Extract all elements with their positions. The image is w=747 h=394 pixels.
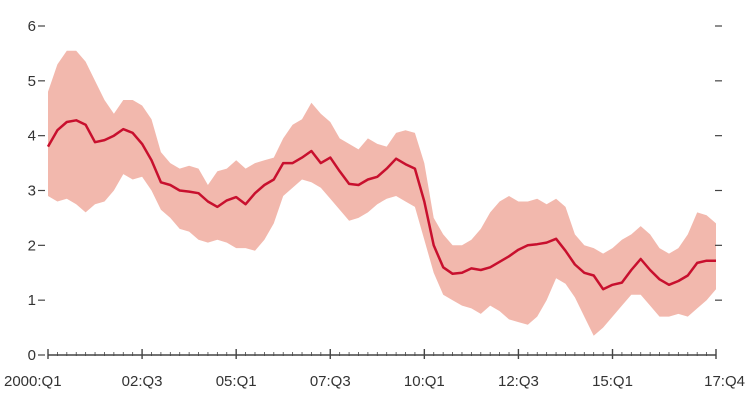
x-tick-label: 02:Q3 xyxy=(122,373,163,390)
x-tick-label: 2000:Q1 xyxy=(4,373,62,390)
y-ticks: 0 1 2 3 4 5 6 xyxy=(28,18,722,364)
x-tick-label: 07:Q3 xyxy=(310,373,351,390)
y-tick-label: 1 xyxy=(28,292,36,309)
y-tick-label: 2 xyxy=(28,237,36,254)
confidence-band-layer xyxy=(48,50,716,336)
y-tick-label: 6 xyxy=(28,18,36,35)
confidence-band xyxy=(48,50,716,336)
series-line-layer xyxy=(46,119,716,291)
y-tick-label: 5 xyxy=(28,73,36,90)
y-tick-label: 3 xyxy=(28,183,36,200)
x-tick-label: 10:Q1 xyxy=(404,373,445,390)
x-tick-label: 05:Q1 xyxy=(216,373,257,390)
x-ticks: 2000:Q1 02:Q3 05:Q1 07:Q3 10:Q1 12:Q3 15:Q1 17:… xyxy=(4,349,745,390)
x-tick-label: 12:Q3 xyxy=(498,373,539,390)
series-line xyxy=(46,119,716,291)
y-tick-label: 0 xyxy=(28,347,36,364)
x-tick-label: 17:Q4 xyxy=(704,373,745,390)
x-tick-label: 15:Q1 xyxy=(592,373,633,390)
y-tick-label: 4 xyxy=(28,128,36,145)
